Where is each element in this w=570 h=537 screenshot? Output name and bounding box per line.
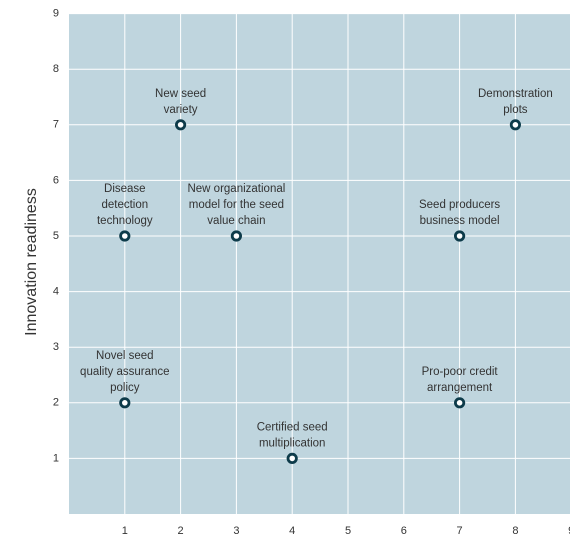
data-point [509,119,522,131]
point-label: arrangement [427,382,493,394]
x-tick-label: 3 [233,525,239,537]
grid-lines [69,13,570,514]
x-tick-label: 1 [122,525,128,537]
plot-area [69,14,570,514]
point-label: model for the seed [189,199,284,211]
data-point [230,230,242,242]
point-label: Certified seed [257,421,328,433]
point-label: Disease [104,183,146,195]
y-tick-label: 8 [53,63,59,75]
point-label: technology [97,215,153,227]
data-point [286,452,298,464]
data-point [119,397,131,409]
point-label: multiplication [259,437,325,449]
point-label: value chain [207,215,265,227]
x-tick-label: 9 [568,525,570,537]
point-label: New organizational [187,183,285,195]
x-tick-label: 5 [345,525,351,537]
point-label: Demonstration [478,88,553,100]
y-axis-ticks: 1 2 3 4 5 6 7 8 9 [53,8,59,465]
x-tick-label: 2 [178,525,184,537]
point-label: New seed [155,88,206,100]
y-tick-label: 5 [53,230,59,242]
y-tick-label: 4 [53,286,59,298]
point-label: business model [420,215,500,227]
point-label: Pro-poor credit [422,366,499,378]
data-point [453,397,466,409]
point-label: policy [110,382,140,394]
y-axis-title: Innovation readiness [23,188,40,336]
point-label: variety [164,104,198,116]
point-label: plots [503,104,528,116]
x-tick-label: 6 [401,525,407,537]
x-axis-ticks: 1 2 3 4 5 6 7 8 9 [122,525,570,537]
y-tick-label: 6 [53,174,59,186]
point-label: Novel seed [96,350,154,362]
point-labels: New seed variety Demonstration plots Disease… [80,88,553,450]
point-label: detection [101,199,148,211]
point-label: Seed producers [419,199,500,211]
data-point [119,230,131,242]
point-label: quality assurance [80,366,170,378]
y-tick-label: 2 [53,397,59,409]
x-tick-label: 8 [512,525,518,537]
data-point [453,230,466,242]
x-tick-label: 7 [457,525,463,537]
x-tick-label: 4 [289,525,295,537]
data-point [175,119,187,131]
y-tick-label: 3 [53,341,59,353]
y-tick-label: 7 [53,119,59,131]
y-tick-label: 1 [53,452,59,464]
data-points [119,119,522,464]
y-tick-label: 9 [53,8,59,20]
